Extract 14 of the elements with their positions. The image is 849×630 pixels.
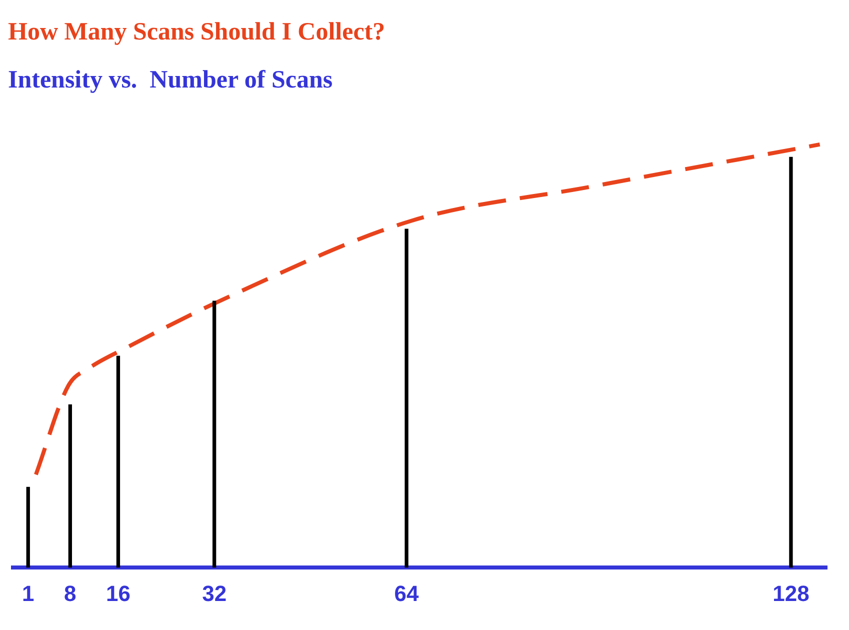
x-tick-label: 64 (394, 580, 420, 606)
bar (68, 404, 72, 568)
x-tick-label: 8 (64, 580, 76, 606)
bar (116, 356, 120, 568)
bar (212, 300, 216, 568)
x-tick-label: 128 (772, 580, 810, 606)
bar (789, 156, 793, 568)
chart-title: How Many Scans Should I Collect? (8, 18, 386, 46)
x-tick-label: 32 (202, 580, 227, 606)
x-tick-label: 1 (22, 580, 34, 606)
bar (404, 228, 408, 568)
bar (26, 486, 30, 568)
chart-subtitle: Intensity vs. Number of Scans (8, 66, 333, 94)
x-tick-label: 16 (106, 580, 130, 606)
